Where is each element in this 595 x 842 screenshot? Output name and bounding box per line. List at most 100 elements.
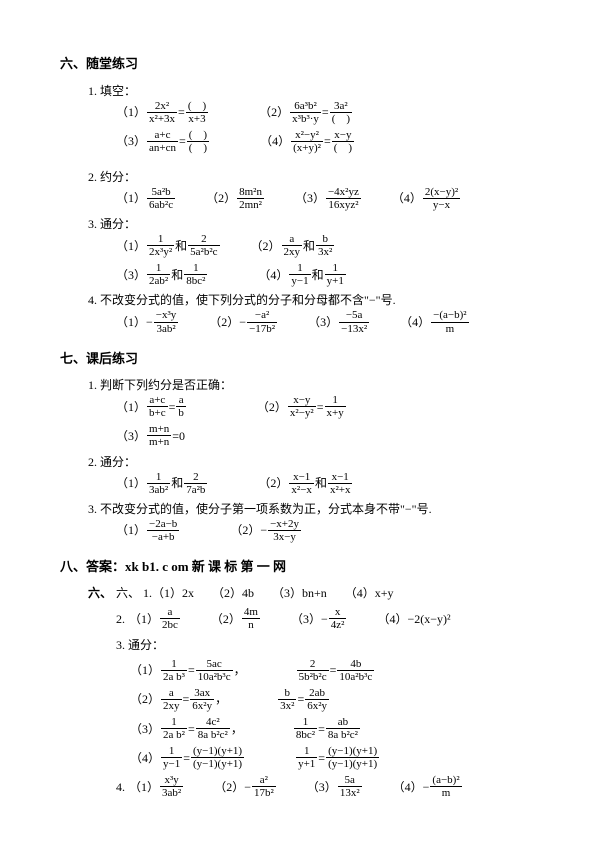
den: 3ab² xyxy=(154,322,179,335)
frac: a+cb+c xyxy=(147,394,168,419)
q3-head: 3. 通分： xyxy=(88,215,535,233)
section-6-title: 六、随堂练习 xyxy=(60,54,535,74)
num: 1 xyxy=(161,716,187,728)
den: 7a²b xyxy=(184,483,207,496)
den: x²−x xyxy=(289,483,314,496)
frac: 5a13x² xyxy=(338,774,362,799)
num: a+c xyxy=(147,129,178,141)
den: 2a b² xyxy=(161,728,187,741)
den: (y−1)(y+1) xyxy=(191,757,244,770)
num: a xyxy=(176,394,186,406)
frac: 18bc² xyxy=(184,262,207,287)
label-2: （2） xyxy=(258,474,288,492)
label: （1） xyxy=(129,778,159,796)
den: x²+3x xyxy=(147,112,177,125)
num: x²−y² xyxy=(291,129,323,141)
eq: = xyxy=(178,103,185,121)
frac: 2(x−y)²y−x xyxy=(423,186,460,211)
den: 2x³y² xyxy=(147,245,174,258)
den: m+n xyxy=(147,435,171,448)
label-1: （1） xyxy=(116,521,146,539)
num: x−y xyxy=(288,394,316,406)
den: 6x²y xyxy=(305,699,329,712)
den: x+y xyxy=(325,406,346,419)
num: x−1 xyxy=(328,471,353,483)
q3-head: 3. 不改变分式的值，使分子第一项系数为正，分式本身不带"−"号. xyxy=(88,500,535,518)
frac: m+nm+n xyxy=(147,423,171,448)
frac: a²17b² xyxy=(252,774,276,799)
and: 和 xyxy=(312,266,324,284)
num: b xyxy=(316,233,334,245)
num: (y−1)(y+1) xyxy=(191,745,244,757)
ans-6-2: 2. （1） a2bc （2） 4mn （3）− x4z² （4）−2(x−y)… xyxy=(116,606,535,631)
q4-head: 4. 不改变分式的值，使下列分式的分子和分母都不含"−"号. xyxy=(88,291,535,309)
frac: a2xy xyxy=(282,233,303,258)
den: x²−y² xyxy=(288,406,316,419)
frac: 18bc² xyxy=(294,716,317,741)
and: 和 xyxy=(171,266,183,284)
eq: = xyxy=(169,398,176,416)
num: x xyxy=(329,606,347,618)
label-3: （3） xyxy=(116,132,146,150)
den: 3ab² xyxy=(160,786,183,799)
label-2: （2） xyxy=(251,237,281,255)
den: 10a²b³c xyxy=(196,670,233,683)
den: 3x² xyxy=(278,699,296,712)
label: （4） xyxy=(130,749,160,767)
label-1: （1） xyxy=(116,237,146,255)
eq: = xyxy=(179,132,186,150)
num: −a² xyxy=(247,309,277,321)
den: m xyxy=(430,786,461,799)
num: 5a²b xyxy=(147,186,175,198)
num: 8m²n xyxy=(237,186,264,198)
den: ( ) xyxy=(330,112,352,125)
num: 4b xyxy=(337,658,374,670)
frac: 5ac10a²b³c xyxy=(196,658,233,683)
num: −5a xyxy=(339,309,369,321)
eq: = xyxy=(318,720,325,738)
frac: 27a²b xyxy=(184,471,207,496)
comma: ， xyxy=(231,720,243,738)
bold-six: 六、 xyxy=(88,584,112,602)
den: −a+b xyxy=(147,530,179,543)
lead: 3. 通分： xyxy=(116,636,164,654)
eq: = xyxy=(330,661,337,679)
num: 3a² xyxy=(330,100,352,112)
num: ( ) xyxy=(187,129,209,141)
frac: −x+2y3x−y xyxy=(268,518,301,543)
q2-row: （1） 5a²b6ab²c （2） 8m²n2mn² （3） −4x²yz16x… xyxy=(116,186,535,211)
frac: 1y+1 xyxy=(296,745,317,770)
num: −(a−b)² xyxy=(431,309,468,321)
eq: = xyxy=(317,398,324,416)
frac: 4mn xyxy=(242,606,260,631)
frac: 1x+y xyxy=(325,394,346,419)
num: x³y xyxy=(160,774,183,786)
den: 2xy xyxy=(161,699,182,712)
den: 13x² xyxy=(338,786,362,799)
and: 和 xyxy=(175,237,187,255)
frac: 13ab² xyxy=(147,471,170,496)
label-2: （2） xyxy=(259,103,289,121)
label-3: （3） xyxy=(295,189,325,207)
label: （2）− xyxy=(214,778,251,796)
label-2: （2） xyxy=(206,189,236,207)
num: −2a−b xyxy=(147,518,179,530)
frac: 12x³y² xyxy=(147,233,174,258)
frac: −4x²yz16xyz² xyxy=(326,186,361,211)
frac: x−yx²−y² xyxy=(288,394,316,419)
frac: 6a³b²x³b³·y xyxy=(290,100,321,125)
frac: a2bc xyxy=(160,606,180,631)
den: 6x²y xyxy=(190,699,214,712)
ans-6-4: 4. （1） x³y3ab² （2）− a²17b² （3） 5a13x² （4… xyxy=(116,774,535,799)
den: x+3 xyxy=(186,112,208,125)
den: an+cn xyxy=(147,141,178,154)
den: b+c xyxy=(147,406,168,419)
num: 2 xyxy=(184,471,207,483)
num: −x³y xyxy=(154,309,179,321)
lead: 2. xyxy=(116,610,125,628)
frac: −a²−17b² xyxy=(247,309,277,334)
frac: 4b10a²b³c xyxy=(337,658,374,683)
eq: = xyxy=(188,661,195,679)
den: 16xyz² xyxy=(326,198,361,211)
den: b xyxy=(176,406,186,419)
